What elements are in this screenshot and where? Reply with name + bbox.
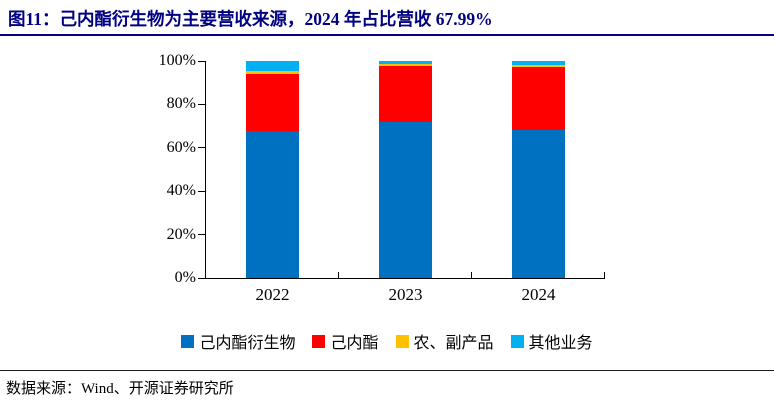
x-axis-tick bbox=[604, 272, 605, 278]
y-axis-tick bbox=[198, 190, 206, 192]
legend-label: 己内酯衍生物 bbox=[199, 335, 296, 352]
bar-segment bbox=[246, 61, 299, 71]
legend-swatch-icon bbox=[510, 334, 524, 348]
x-axis-category-label: 2022 bbox=[255, 285, 290, 304]
legend-swatch-icon bbox=[181, 334, 195, 348]
y-axis-tick bbox=[198, 234, 206, 236]
y-axis-tick-label: 80% bbox=[166, 95, 196, 113]
y-axis-tick bbox=[198, 147, 206, 149]
y-axis-tick bbox=[198, 103, 206, 105]
bar-segment bbox=[379, 63, 432, 67]
legend-label: 己内酯 bbox=[330, 335, 379, 352]
x-axis-tick bbox=[338, 272, 339, 278]
legend-item: 农、副产品 bbox=[395, 329, 494, 353]
y-axis-tick-label: 100% bbox=[158, 52, 196, 69]
stacked-bar-2022 bbox=[246, 61, 299, 278]
title-divider bbox=[0, 34, 774, 36]
y-axis-tick-label: 40% bbox=[166, 182, 196, 200]
x-axis-category-label: 2024 bbox=[521, 285, 556, 304]
legend-item: 己内酯衍生物 bbox=[181, 329, 295, 353]
y-axis-tick bbox=[198, 60, 206, 62]
y-axis-tick-label: 0% bbox=[174, 269, 196, 286]
legend: 己内酯衍生物 己内酯 农、副产品 其他业务 bbox=[0, 329, 774, 353]
chart-title: 图11：己内酯衍生物为主要营收来源，2024 年占比营收 67.99% bbox=[8, 9, 493, 29]
y-axis-tick bbox=[198, 277, 206, 279]
bar-segment bbox=[379, 66, 432, 122]
bar-segment bbox=[246, 131, 299, 278]
legend-swatch-icon bbox=[312, 334, 326, 348]
bar-segment bbox=[379, 121, 432, 278]
y-axis-tick-label: 20% bbox=[166, 225, 196, 243]
plot-area: 0% 20% 40% 60% 80% 100% 2022 2023 2024 bbox=[159, 52, 605, 304]
y-axis-tick-label: 60% bbox=[166, 138, 196, 156]
stacked-bar-2024 bbox=[512, 61, 565, 278]
legend-item: 己内酯 bbox=[312, 329, 379, 353]
legend-swatch-icon bbox=[395, 334, 409, 348]
x-axis-category-label: 2023 bbox=[388, 285, 423, 304]
bar-segment bbox=[512, 67, 565, 131]
bar-segment bbox=[246, 73, 299, 132]
legend-label: 农、副产品 bbox=[413, 335, 494, 352]
legend-label: 其他业务 bbox=[528, 335, 593, 352]
bar-segment bbox=[512, 130, 565, 278]
source-divider bbox=[0, 370, 774, 371]
legend-item: 其他业务 bbox=[510, 329, 593, 353]
bar-segment bbox=[512, 64, 565, 68]
data-source: 数据来源：Wind、开源证券研究所 bbox=[6, 381, 234, 397]
bar-segment bbox=[246, 70, 299, 74]
bar-segment bbox=[512, 61, 565, 65]
stacked-bar-2023 bbox=[379, 61, 432, 278]
x-axis-tick bbox=[471, 272, 472, 278]
bar-segment bbox=[379, 61, 432, 64]
